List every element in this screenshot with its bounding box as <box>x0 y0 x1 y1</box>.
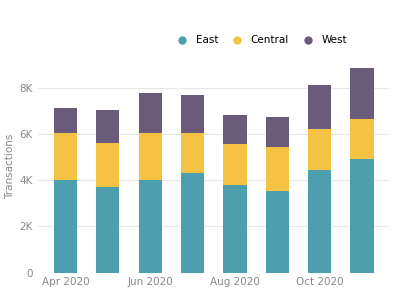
Bar <box>139 180 162 272</box>
Bar <box>54 108 77 133</box>
Bar <box>54 133 77 180</box>
Bar <box>181 95 204 133</box>
Bar <box>223 185 246 272</box>
Bar <box>139 133 162 180</box>
Legend: East, Central, West: East, Central, West <box>168 31 351 50</box>
Bar <box>308 170 331 272</box>
Bar <box>139 93 162 133</box>
Bar <box>223 115 246 144</box>
Bar <box>96 110 119 143</box>
Bar <box>308 129 331 170</box>
Bar <box>96 187 119 272</box>
Bar <box>223 144 246 185</box>
Bar <box>54 180 77 272</box>
Bar <box>350 119 374 159</box>
Bar <box>181 133 204 173</box>
Y-axis label: Transactions: Transactions <box>6 134 15 199</box>
Bar <box>265 117 289 146</box>
Bar <box>308 85 331 129</box>
Bar <box>350 68 374 119</box>
Bar <box>350 159 374 272</box>
Bar <box>181 173 204 272</box>
Bar <box>96 143 119 187</box>
Bar <box>265 190 289 272</box>
Bar <box>265 146 289 190</box>
